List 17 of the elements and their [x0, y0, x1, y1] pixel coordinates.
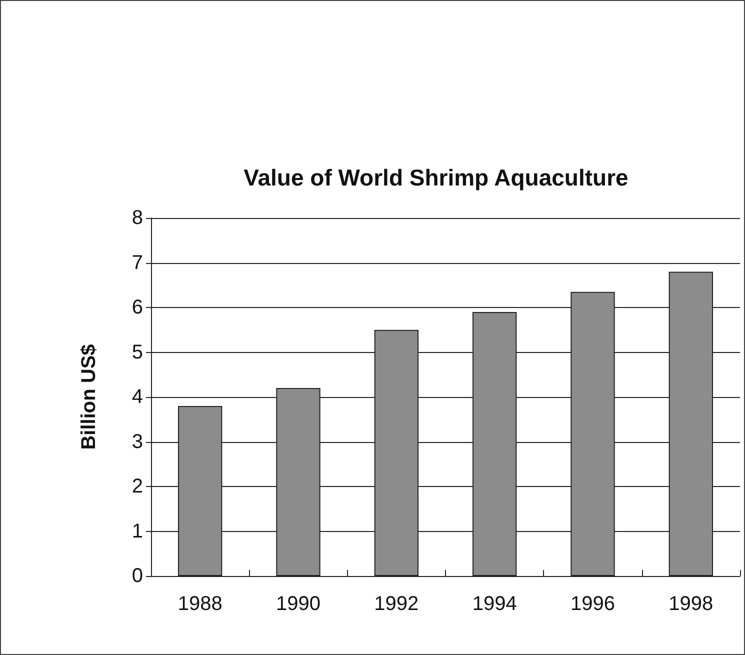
x-tick-label: 1998: [668, 593, 714, 615]
y-tick-label: 4: [132, 386, 143, 408]
y-tick-label: 8: [132, 207, 143, 229]
x-tick-label: 1992: [374, 593, 419, 615]
y-tick-label: 1: [132, 520, 143, 542]
y-axis-title: Billion US$: [78, 344, 100, 450]
y-tick-label: 6: [132, 296, 143, 318]
y-tick-label: 3: [132, 430, 143, 453]
y-tick-label: 2: [132, 476, 143, 498]
y-tick-label: 0: [132, 565, 143, 587]
x-tick-label: 1990: [276, 593, 320, 615]
x-tick-label: 1996: [570, 593, 615, 615]
chart-title: Value of World Shrimp Aquaculture: [244, 164, 628, 190]
y-tick-label: 7: [132, 252, 143, 274]
x-tick-label: 1994: [472, 593, 517, 615]
y-tick-label: 5: [132, 341, 143, 364]
x-tick-label: 1988: [178, 593, 222, 615]
